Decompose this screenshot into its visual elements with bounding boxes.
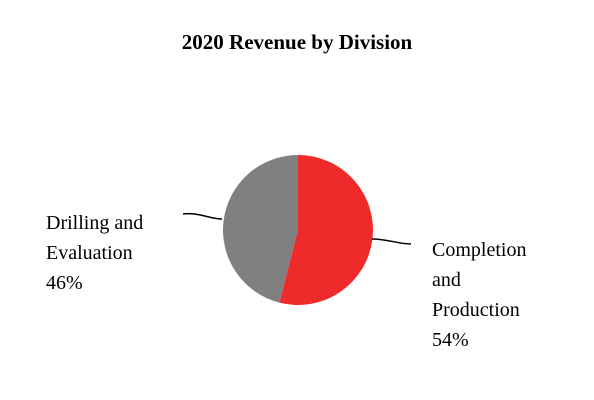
label-completion-production: Completion and Production 54%	[432, 235, 526, 355]
label-line: and	[432, 269, 461, 291]
label-line: Drilling and	[46, 212, 144, 234]
label-line: Production	[432, 299, 520, 321]
label-drilling-evaluation: Drilling and Evaluation 46%	[46, 208, 143, 298]
pie-slice-1	[223, 155, 298, 303]
leader-line-drilling	[182, 212, 223, 220]
label-percent: 54%	[432, 329, 469, 351]
leader-line-completion	[371, 238, 412, 245]
label-line: Completion	[432, 239, 527, 261]
chart-title: 2020 Revenue by Division	[181, 30, 413, 54]
label-percent: 46%	[46, 272, 83, 294]
label-line: Evaluation	[46, 242, 133, 264]
pie-slice-0	[279, 155, 374, 305]
